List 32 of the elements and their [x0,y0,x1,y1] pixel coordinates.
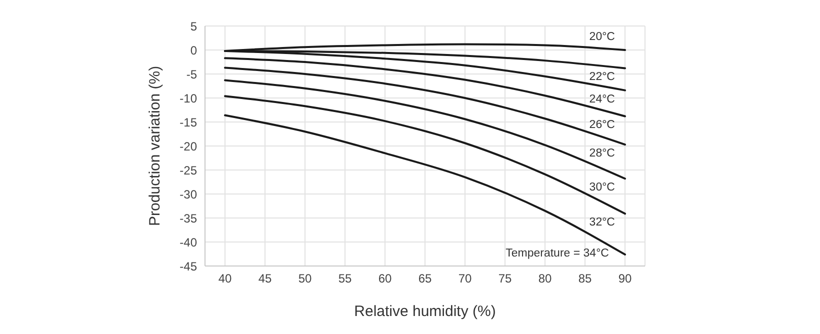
series-label: 32°C [589,216,615,229]
x-tick-label: 90 [618,272,632,286]
y-tick-label: -30 [180,187,198,202]
x-tick-label: 65 [418,272,432,286]
x-tick-label: 40 [218,272,232,286]
y-tick-label: -5 [186,67,198,82]
y-tick-label: -15 [180,115,198,130]
series-label: 20°C [589,31,615,43]
x-tick-label: 60 [378,272,392,286]
x-tick-label: 70 [458,272,472,286]
x-tick-label: 55 [338,272,352,286]
y-tick-label: -10 [180,91,198,106]
series-label: 26°C [589,119,615,132]
x-tick-label: 45 [258,272,272,286]
x-tick-label: 75 [498,272,512,286]
y-tick-label: -40 [180,235,198,250]
y-tick-label: -25 [180,163,198,178]
x-tick-label: 85 [578,272,592,286]
x-tick-label: 80 [538,272,552,286]
y-tick-label: -45 [180,259,198,274]
series-label: 22°C [589,71,615,84]
series-label: Temperature = 34°C [506,247,609,260]
x-tick-label: 50 [298,272,312,286]
series-label: 28°C [589,148,615,160]
y-axis-title: Production variation (%) [146,66,164,226]
y-tick-label: -20 [180,139,198,154]
y-tick-label: 0 [190,43,198,58]
series-label: 24°C [589,93,615,106]
y-tick-label: -35 [180,211,198,226]
y-tick-label: 5 [190,19,198,34]
series-label: 30°C [589,182,615,194]
x-axis-title: Relative humidity (%) [354,303,496,320]
